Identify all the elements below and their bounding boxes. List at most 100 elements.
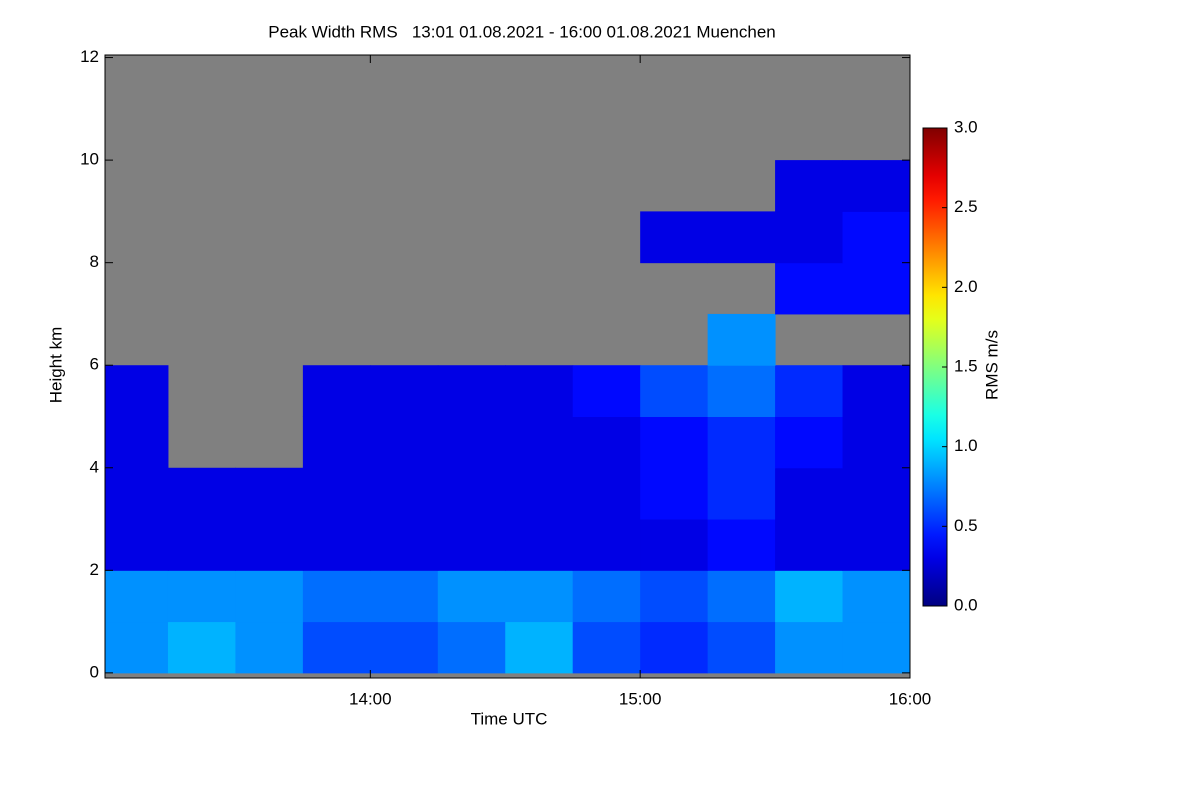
y-tick-label: 10 [80, 150, 99, 169]
plot-frame [104, 54, 911, 679]
y-tick-label: 4 [90, 457, 99, 476]
colorbar-tick-label: 1.0 [954, 436, 978, 455]
heatmap-cell [105, 570, 169, 623]
colorbar-tick-label: 0.0 [954, 595, 978, 614]
heatmap-cell [302, 467, 371, 520]
heatmap-cell [775, 160, 844, 212]
heatmap-cell [842, 262, 911, 315]
heatmap-cell [842, 467, 911, 520]
heatmap-cell [640, 519, 709, 571]
heatmap-cell [707, 416, 776, 469]
heatmap-cell [775, 621, 844, 674]
heatmap-cell [370, 570, 439, 623]
heatmap-cell [842, 211, 911, 264]
y-tick-label: 2 [90, 560, 99, 579]
heatmap-cell [775, 570, 844, 623]
y-tick-label: 0 [90, 662, 99, 681]
heatmap-cell [505, 621, 574, 674]
x-axis-label: Time UTC [471, 709, 548, 728]
heatmap-cell [105, 365, 169, 417]
heatmap-cell [437, 365, 506, 417]
heatmap-cell [370, 416, 439, 469]
heatmap-cell [370, 621, 439, 674]
heatmap-cell [707, 313, 776, 366]
heatmap-cell [235, 467, 304, 520]
heatmap-cell [505, 570, 574, 623]
heatmap-cell [105, 416, 169, 469]
y-axis-label: Height km [46, 327, 65, 404]
y-tick-label: 8 [90, 252, 99, 271]
heatmap-cell [437, 519, 506, 571]
x-tick-label: 15:00 [619, 689, 662, 708]
y-tick-label: 6 [90, 355, 99, 374]
heatmap-cell [167, 467, 236, 520]
heatmap-cell [775, 365, 844, 417]
heatmap-cell [775, 211, 844, 264]
heatmap-cell [302, 519, 371, 571]
heatmap-cell [302, 416, 371, 469]
heatmap-cell [707, 467, 776, 520]
heatmap-cell [505, 467, 574, 520]
heatmap-cell [167, 570, 236, 623]
heatmap-cell [302, 570, 371, 623]
heatmap-cell [842, 416, 911, 469]
heatmap-cell [842, 160, 911, 212]
heatmap-cell [105, 621, 169, 674]
heatmap-cell [640, 467, 709, 520]
heatmap-cell [437, 467, 506, 520]
heatmap-cell [437, 621, 506, 674]
heatmap-cell [775, 262, 844, 315]
heatmap-cell [775, 519, 844, 571]
heatmap-cell [370, 519, 439, 571]
heatmap-cell [505, 365, 574, 417]
colorbar-tick-label: 3.0 [954, 117, 978, 136]
heatmap-cell [572, 416, 641, 469]
heatmap-cell [842, 570, 911, 623]
heatmap-cell [105, 467, 169, 520]
chart-title: Peak Width RMS 13:01 01.08.2021 - 16:00 … [268, 22, 776, 41]
heatmap-cell [707, 519, 776, 571]
heatmap-cell [707, 365, 776, 417]
heatmap-cell [640, 570, 709, 623]
colorbar-tick-label: 2.0 [954, 277, 978, 296]
heatmap-cell [572, 570, 641, 623]
heatmap-cell [640, 621, 709, 674]
heatmap-cell [572, 365, 641, 417]
heatmap-cell [707, 621, 776, 674]
heatmap-cell [302, 365, 371, 417]
y-tick-label: 12 [80, 47, 99, 66]
heatmap-cell [235, 519, 304, 571]
heatmap-cell [640, 211, 709, 264]
heatmap-cell [640, 365, 709, 417]
heatmap-cell [437, 570, 506, 623]
heatmap-cell [235, 621, 304, 674]
heatmap-cell [167, 621, 236, 674]
colorbar-tick-label: 1.5 [954, 356, 978, 375]
heatmap-cell [842, 621, 911, 674]
heatmap-cell [572, 467, 641, 520]
x-tick-label: 14:00 [349, 689, 392, 708]
heatmap-cell [842, 519, 911, 571]
heatmap-cell [505, 519, 574, 571]
heatmap-cell [640, 416, 709, 469]
heatmap-cell [505, 416, 574, 469]
heatmap-cell [235, 570, 304, 623]
colorbar-label: RMS m/s [982, 330, 1001, 400]
heatmap-cell [105, 519, 169, 571]
colorbar-tick-label: 0.5 [954, 516, 978, 535]
heatmap-cell [437, 416, 506, 469]
heatmap-cell [302, 621, 371, 674]
heatmap-cell [370, 467, 439, 520]
heatmap-cell [775, 467, 844, 520]
heatmap-cell [842, 365, 911, 417]
heatmap-cell [167, 519, 236, 571]
heatmap-cell [572, 519, 641, 571]
heatmap-cell [370, 365, 439, 417]
heatmap-cell [572, 621, 641, 674]
heatmap-cell [775, 416, 844, 469]
x-tick-label: 16:00 [889, 689, 932, 708]
heatmap-cell [707, 570, 776, 623]
colorbar-tick-label: 2.5 [954, 197, 978, 216]
heatmap-cell [707, 211, 776, 264]
